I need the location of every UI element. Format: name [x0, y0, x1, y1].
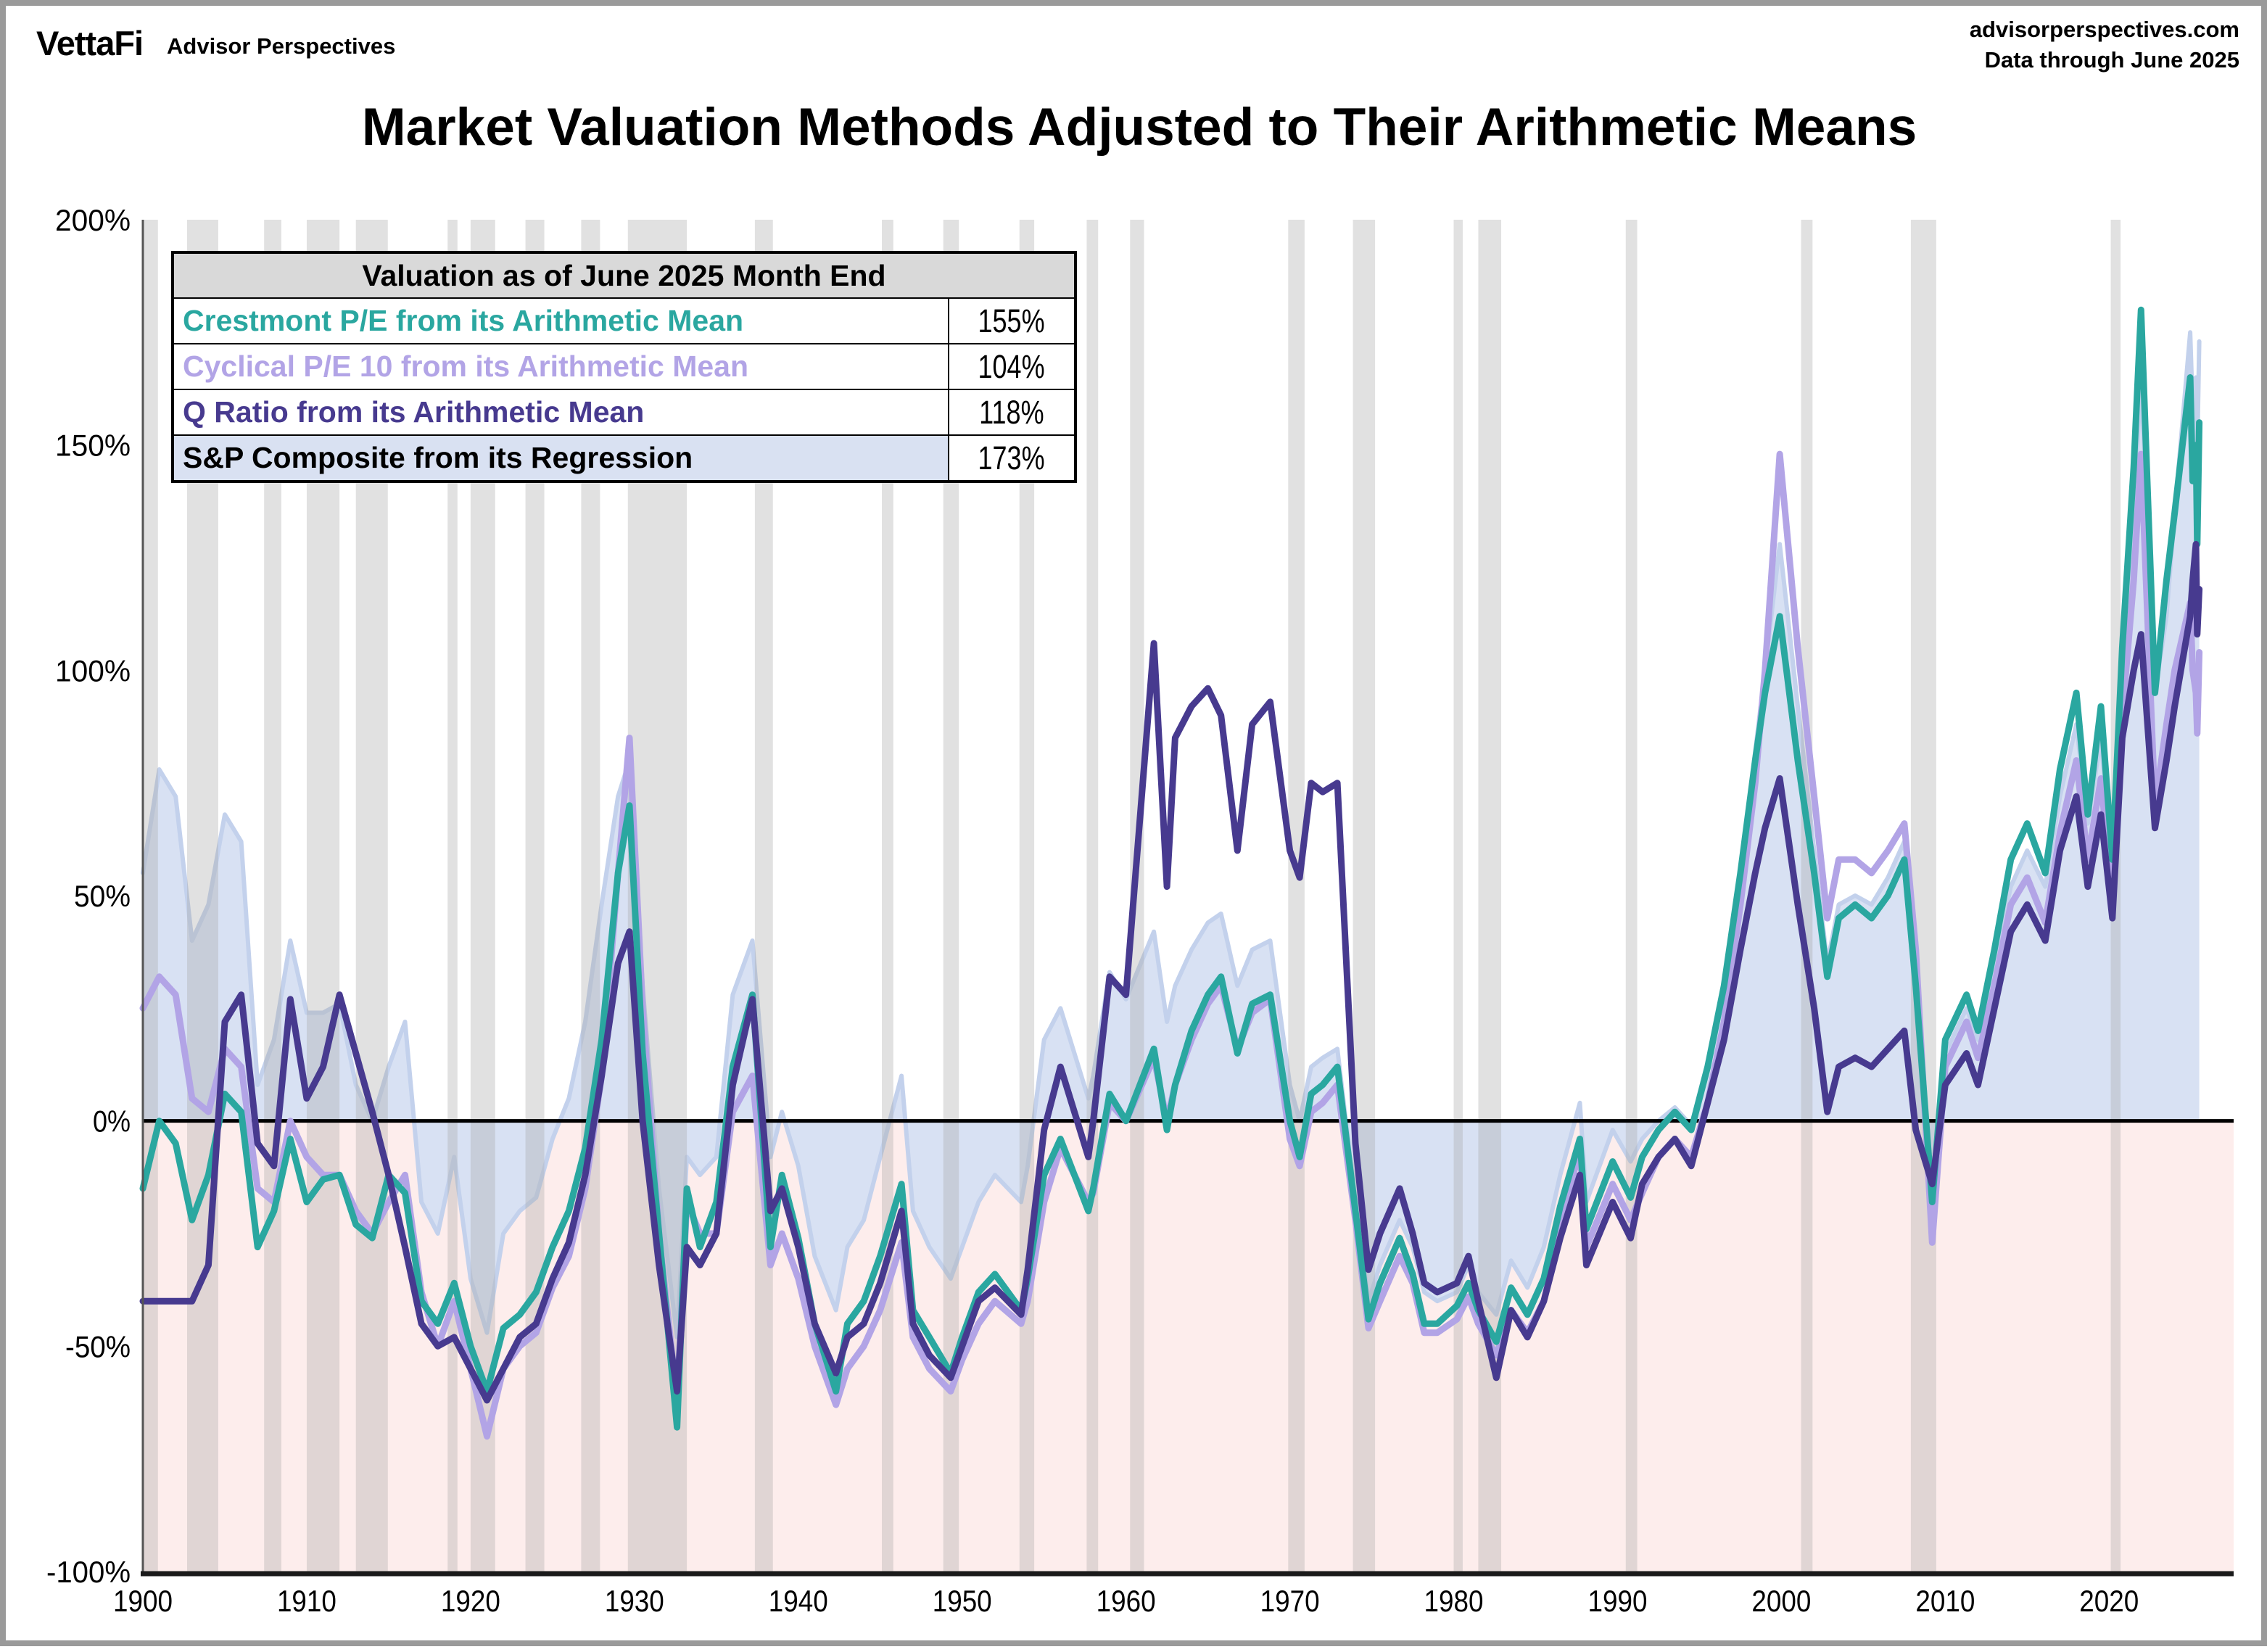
x-tick-label: 1950 [933, 1584, 992, 1618]
recession-band [264, 220, 281, 1572]
x-tick-label: 2020 [2079, 1584, 2139, 1618]
legend-value-sp-composite: 173% [948, 434, 1076, 482]
legend-label-q-ratio: Q Ratio from its Arithmetic Mean [172, 389, 949, 436]
legend-row-crestmont: Crestmont P/E from its Arithmetic Mean 1… [172, 297, 1076, 344]
x-tick-label: 1940 [769, 1584, 828, 1618]
advisor-perspectives-label: Advisor Perspectives [167, 33, 396, 59]
recession-band [1910, 220, 1936, 1572]
x-tick-label: 1900 [113, 1584, 173, 1618]
legend-value-text: 155% [978, 302, 1046, 339]
x-tick-label: 1930 [605, 1584, 664, 1618]
valuation-legend-table: Valuation as of June 2025 Month End Cres… [171, 251, 1077, 483]
legend-label-sp-composite: S&P Composite from its Regression [172, 434, 949, 482]
page-title: Market Valuation Methods Adjusted to The… [361, 98, 1917, 157]
legend-value-text: 118% [979, 393, 1044, 431]
y-tick-label: -50% [65, 1329, 131, 1363]
valuation-chart: 200% 150% 100% 50% 0% -50% -100%1900 1910 1920 19… [46, 203, 2234, 1618]
recession-band [1353, 220, 1376, 1572]
x-tick-label: 1920 [441, 1584, 500, 1618]
legend-value-q-ratio: 118% [948, 389, 1076, 436]
legend-value-text: 173% [978, 439, 1046, 476]
legend-value-text: 104% [978, 347, 1046, 385]
legend-value-crestmont: 155% [948, 297, 1076, 344]
y-tick-label: 50% [74, 879, 131, 913]
legend-label-cyclical-pe10: Cyclical P/E 10 from its Arithmetic Mean [172, 343, 949, 390]
recession-band [1453, 220, 1463, 1572]
recession-band [143, 220, 158, 1572]
x-tick-label: 2010 [1915, 1584, 1975, 1618]
recession-band [447, 220, 458, 1572]
recession-band [1288, 220, 1305, 1572]
y-tick-label: 0% [93, 1104, 131, 1139]
legend-row-q-ratio: Q Ratio from its Arithmetic Mean 118% [172, 389, 1076, 436]
legend-header-row: Valuation as of June 2025 Month End [172, 252, 1076, 299]
x-tick-label: 1970 [1260, 1584, 1320, 1618]
x-tick-label: 1960 [1097, 1584, 1156, 1618]
y-tick-label: 150% [55, 429, 131, 463]
recession-band [1625, 220, 1638, 1572]
legend-value-cyclical-pe10: 104% [948, 343, 1076, 390]
legend-title: Valuation as of June 2025 Month End [172, 252, 1076, 299]
x-tick-label: 1910 [277, 1584, 336, 1618]
y-tick-label: -100% [46, 1555, 131, 1589]
recession-band [1086, 220, 1099, 1572]
x-tick-label: 1990 [1587, 1584, 1647, 1618]
legend-row-cyclical-pe10: Cyclical P/E 10 from its Arithmetic Mean… [172, 343, 1076, 390]
x-tick-label: 1980 [1424, 1584, 1484, 1618]
y-tick-label: 200% [55, 203, 131, 237]
recession-band [943, 220, 959, 1572]
recession-band [1801, 220, 1813, 1572]
y-tick-label: 100% [55, 653, 131, 687]
legend-row-sp-composite: S&P Composite from its Regression 173% [172, 434, 1076, 482]
q-ratio-line [139, 540, 2203, 1404]
site-url: advisorperspectives.com [1969, 17, 2239, 42]
x-tick-label: 2000 [1751, 1584, 1811, 1618]
vettafi-logo: VettaFi [36, 24, 144, 62]
data-through-label: Data through June 2025 [1984, 47, 2239, 73]
header-right: advisorperspectives.com Data through Jun… [1970, 15, 2239, 75]
legend-label-crestmont: Crestmont P/E from its Arithmetic Mean [172, 297, 949, 344]
